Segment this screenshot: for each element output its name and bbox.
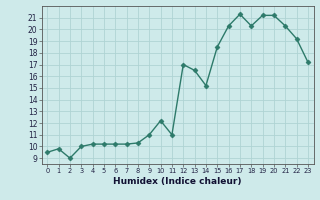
X-axis label: Humidex (Indice chaleur): Humidex (Indice chaleur)	[113, 177, 242, 186]
